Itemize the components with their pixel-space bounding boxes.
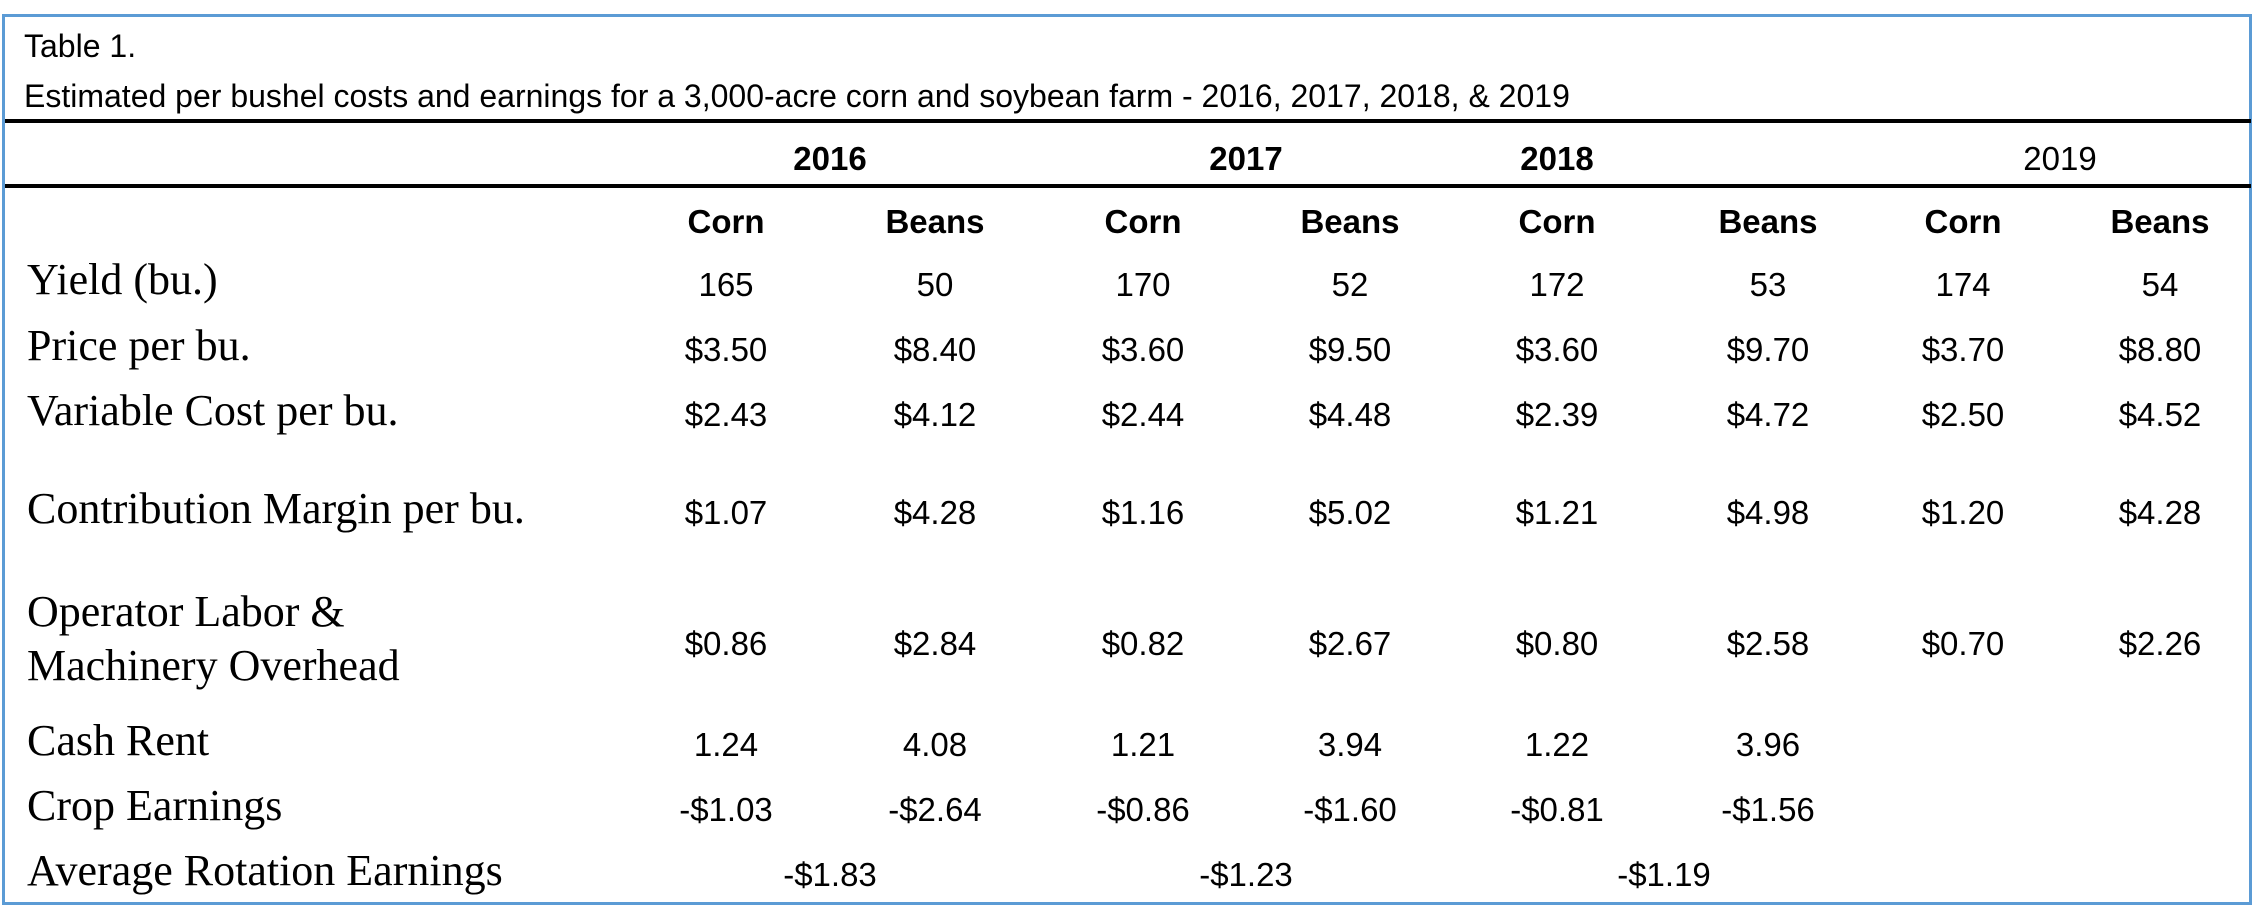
table-cell: $9.50 bbox=[1308, 331, 1392, 368]
table-cell: $4.52 bbox=[2118, 396, 2202, 433]
rotation-earnings-2018: -$1.19 bbox=[1617, 856, 1711, 893]
table-cell: 3.96 bbox=[1735, 726, 1801, 763]
row-label-variable-cost: Variable Cost per bu. bbox=[27, 386, 399, 435]
row-label-machinery-overhead: Machinery Overhead bbox=[27, 641, 400, 690]
table-cell: 4.08 bbox=[902, 726, 968, 763]
table-cell: 165 bbox=[698, 266, 754, 303]
table-cell: $4.48 bbox=[1308, 396, 1392, 433]
table-cell: 3.94 bbox=[1317, 726, 1383, 763]
table-cell: $8.40 bbox=[893, 331, 977, 368]
table-cell: 1.22 bbox=[1524, 726, 1590, 763]
table-cell: 1.24 bbox=[693, 726, 759, 763]
header-rule-top bbox=[5, 119, 2251, 123]
table-cell: $2.50 bbox=[1921, 396, 2005, 433]
table-cell: -$1.03 bbox=[679, 791, 773, 828]
row-label-crop-earnings: Crop Earnings bbox=[27, 781, 283, 830]
table-cell: $8.80 bbox=[2118, 331, 2202, 368]
table-cell: $2.26 bbox=[2118, 625, 2202, 662]
year-header-2018: 2018 bbox=[1520, 140, 1594, 177]
row-label-operator-labor: Operator Labor & bbox=[27, 587, 345, 636]
table-cell: 1.21 bbox=[1110, 726, 1176, 763]
table-cell: $3.60 bbox=[1515, 331, 1599, 368]
table-cell: $3.50 bbox=[684, 331, 768, 368]
table-cell: $1.20 bbox=[1921, 494, 2005, 531]
row-label-average-rotation-earnings: Average Rotation Earnings bbox=[27, 846, 503, 895]
table-cell: 53 bbox=[1749, 266, 1787, 303]
row-label-yield: Yield (bu.) bbox=[27, 255, 218, 304]
table-cell: $1.21 bbox=[1515, 494, 1599, 531]
crop-header-beans-2019: Beans bbox=[2110, 203, 2210, 240]
table-number: Table 1. bbox=[24, 28, 137, 64]
crop-header-beans-2018: Beans bbox=[1718, 203, 1818, 240]
header-rule-middle bbox=[5, 184, 2251, 188]
table-cell: $9.70 bbox=[1726, 331, 1810, 368]
table-caption: Estimated per bushel costs and earnings … bbox=[24, 78, 1570, 114]
table-cell: -$0.81 bbox=[1510, 791, 1604, 828]
table-cell: $2.58 bbox=[1726, 625, 1810, 662]
table-cell: $4.28 bbox=[893, 494, 977, 531]
table-cell: 172 bbox=[1529, 266, 1585, 303]
table-frame bbox=[2, 14, 2252, 905]
table-cell: $0.82 bbox=[1101, 625, 1185, 662]
table-cell: $2.39 bbox=[1515, 396, 1599, 433]
year-header-2019: 2019 bbox=[2023, 140, 2097, 177]
crop-header-corn-2017: Corn bbox=[1104, 203, 1182, 240]
year-header-2017: 2017 bbox=[1209, 140, 1283, 177]
crop-header-beans-2017: Beans bbox=[1300, 203, 1400, 240]
crop-header-beans-2016: Beans bbox=[885, 203, 985, 240]
table-cell: $0.80 bbox=[1515, 625, 1599, 662]
table-cell: $0.70 bbox=[1921, 625, 2005, 662]
table-cell: -$1.56 bbox=[1721, 791, 1815, 828]
table-cell: 170 bbox=[1115, 266, 1171, 303]
table-cell: $2.44 bbox=[1101, 396, 1185, 433]
table-cell: $0.86 bbox=[684, 625, 768, 662]
table-cell: $3.60 bbox=[1101, 331, 1185, 368]
table-cell: 50 bbox=[916, 266, 954, 303]
table-cell: 54 bbox=[2141, 266, 2179, 303]
table-cell: $2.67 bbox=[1308, 625, 1392, 662]
table-cell: $4.12 bbox=[893, 396, 977, 433]
table-cell: 52 bbox=[1331, 266, 1369, 303]
table-cell: $4.28 bbox=[2118, 494, 2202, 531]
row-label-contribution-margin: Contribution Margin per bu. bbox=[27, 484, 525, 533]
crop-header-corn-2018: Corn bbox=[1518, 203, 1596, 240]
rotation-earnings-2017: -$1.23 bbox=[1199, 856, 1293, 893]
table-cell: $2.84 bbox=[893, 625, 977, 662]
table-cell: $3.70 bbox=[1921, 331, 2005, 368]
rotation-earnings-2016: -$1.83 bbox=[783, 856, 877, 893]
table-cell: $4.98 bbox=[1726, 494, 1810, 531]
crop-header-corn-2019: Corn bbox=[1924, 203, 2002, 240]
table-cell: $1.07 bbox=[684, 494, 768, 531]
row-label-cash-rent: Cash Rent bbox=[27, 716, 210, 765]
table-cell: -$0.86 bbox=[1096, 791, 1190, 828]
table-cell: $5.02 bbox=[1308, 494, 1392, 531]
year-header-2016: 2016 bbox=[793, 140, 867, 177]
table-cell: -$1.60 bbox=[1303, 791, 1397, 828]
table-cell: $2.43 bbox=[684, 396, 768, 433]
table-cell: -$2.64 bbox=[888, 791, 982, 828]
table-cell: 174 bbox=[1935, 266, 1991, 303]
table-cell: $1.16 bbox=[1101, 494, 1185, 531]
row-label-price: Price per bu. bbox=[27, 321, 251, 370]
crop-header-corn-2016: Corn bbox=[687, 203, 765, 240]
table-cell: $4.72 bbox=[1726, 396, 1810, 433]
